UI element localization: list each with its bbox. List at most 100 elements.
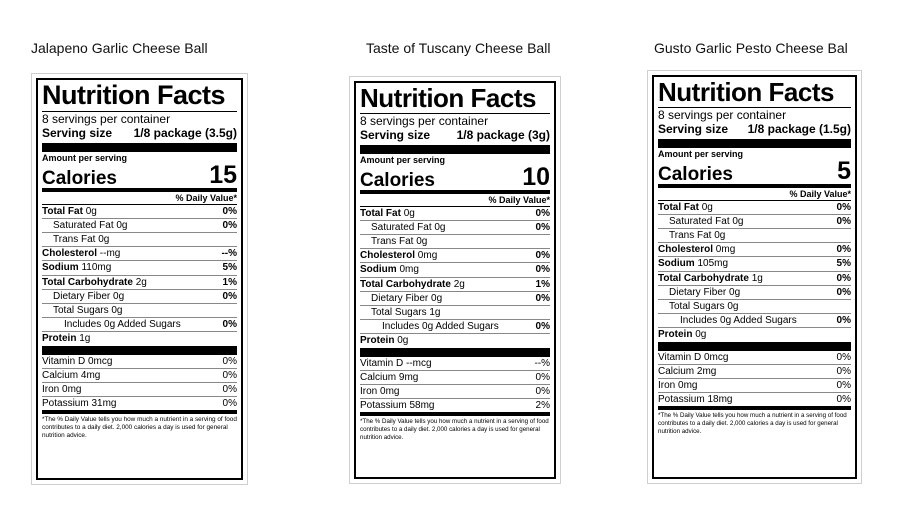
- daily-value-header: % Daily Value*: [658, 188, 851, 201]
- nutrient-label: Potassium: [658, 394, 705, 406]
- nutrient-row-saturated-fat: Saturated Fat 0g 0%: [360, 221, 550, 236]
- nutrient-dv: --%: [534, 357, 550, 369]
- calories-label: Calories: [360, 169, 435, 191]
- nutrient-label: Trans Fat: [669, 230, 712, 242]
- nutrient-amount: 110mg: [81, 262, 112, 274]
- calories-label: Calories: [42, 167, 117, 189]
- calories-value: 5: [837, 156, 851, 185]
- nutrient-amount: 1g: [751, 272, 763, 284]
- nutrient-dv: 0%: [836, 286, 851, 298]
- nutrient-amount: 31mg: [91, 398, 117, 410]
- nutrition-facts-heading: Nutrition Facts: [360, 85, 550, 114]
- nutrient-row-calcium: Calcium 4mg 0%: [42, 369, 237, 383]
- nutrient-label: Saturated Fat: [669, 215, 730, 227]
- nutrient-label: Dietary Fiber: [669, 286, 727, 298]
- nutrition-label: Nutrition Facts 8 servings per container…: [349, 76, 561, 484]
- nutrient-label: Vitamin D: [658, 351, 702, 363]
- nutrient-label: Total Fat: [658, 201, 699, 213]
- medium-divider: [658, 406, 851, 411]
- nutrient-label: Total Carbohydrate: [360, 278, 451, 290]
- nutrient-label: Includes 0g Added Sugars: [382, 321, 499, 333]
- product-title: Taste of Tuscany Cheese Ball: [366, 40, 551, 56]
- thick-divider: [360, 144, 550, 154]
- nutrient-row-vitamin-d: Vitamin D 0mcg 0%: [42, 355, 237, 369]
- nutrient-row-trans-fat: Trans Fat 0g: [42, 233, 237, 248]
- nutrient-amount: 58mg: [409, 400, 435, 412]
- nutrient-label: Protein: [360, 335, 395, 347]
- daily-value-header: % Daily Value*: [42, 192, 237, 205]
- serving-size-label: Serving size: [360, 127, 431, 142]
- nutrient-dv: 2%: [535, 400, 550, 412]
- nutrient-row-added-sugars: Includes 0g Added Sugars 0%: [42, 318, 237, 333]
- medium-divider: [42, 187, 237, 192]
- nutrient-label: Includes 0g Added Sugars: [680, 315, 797, 327]
- nutrient-label: Calcium: [658, 365, 695, 377]
- nutrient-dv: 1%: [222, 276, 237, 288]
- nutrient-label: Iron: [42, 383, 60, 395]
- calories-label: Calories: [658, 163, 733, 185]
- nutrient-amount: 2g: [453, 278, 465, 290]
- nutrient-row-total-carbohydrate: Total Carbohydrate 1g 0%: [658, 272, 851, 286]
- nutrient-label: Cholesterol: [360, 250, 416, 262]
- nutrient-row-cholesterol: Cholesterol --mg --%: [42, 247, 237, 262]
- nutrient-amount: 105mg: [697, 258, 729, 270]
- serving-size-row: Serving size 1/8 package (3g): [360, 127, 550, 143]
- thick-divider: [42, 345, 237, 355]
- nutrient-amount: 0g: [85, 205, 97, 217]
- nutrient-row-protein: Protein 0g: [658, 328, 851, 341]
- nutrient-row-vitamin-d: Vitamin D 0mcg 0%: [658, 351, 851, 365]
- nutrient-amount: 0g: [111, 305, 123, 317]
- nutrient-dv: 0%: [836, 351, 851, 363]
- nutrient-row-potassium: Potassium 31mg 0%: [42, 397, 237, 410]
- nutrient-dv: 0%: [535, 250, 550, 262]
- serving-size-row: Serving size 1/8 package (3.5g): [42, 126, 237, 141]
- nutrient-amount: 0g: [113, 290, 125, 302]
- nutrient-row-protein: Protein 0g: [360, 334, 550, 347]
- calories-row: Calories 15: [42, 160, 237, 189]
- nutrient-amount: 2mg: [696, 365, 717, 377]
- nutrient-dv: 5%: [836, 258, 851, 270]
- calories-value: 10: [522, 162, 550, 191]
- nutrient-amount: 0g: [397, 335, 409, 347]
- nutrient-dv: 0%: [222, 355, 237, 367]
- nutrient-amount: 0mg: [62, 383, 82, 395]
- serving-size-label: Serving size: [658, 121, 729, 136]
- nutrient-row-calcium: Calcium 9mg 0%: [360, 371, 550, 385]
- nutrient-row-saturated-fat: Saturated Fat 0g 0%: [658, 215, 851, 230]
- daily-value-footnote: *The % Daily Value tells you how much a …: [658, 412, 847, 435]
- nutrient-label: Calcium: [360, 371, 397, 383]
- nutrient-amount: 0g: [727, 301, 739, 313]
- nutrient-row-total-fat: Total Fat 0g 0%: [42, 205, 237, 219]
- amount-per-serving: Amount per serving: [658, 148, 744, 159]
- nutrient-row-dietary-fiber: Dietary Fiber 0g 0%: [42, 290, 237, 305]
- nutrient-dv: 0%: [836, 201, 851, 213]
- nutrient-label: Potassium: [42, 398, 89, 410]
- amount-per-serving: Amount per serving: [360, 154, 446, 165]
- calories-value: 15: [209, 160, 237, 189]
- nutrient-amount: 0mcg: [87, 355, 113, 367]
- daily-value-header: % Daily Value*: [360, 194, 550, 207]
- nutrient-amount: --mg: [99, 248, 121, 260]
- nutrient-label: Total Carbohydrate: [658, 272, 749, 284]
- nutrient-amount: 18mg: [707, 394, 733, 406]
- nutrient-row-trans-fat: Trans Fat 0g: [658, 229, 851, 244]
- nutrient-dv: 0%: [535, 221, 550, 233]
- nutrient-label: Trans Fat: [53, 234, 96, 246]
- nutrient-label: Total Sugars: [669, 301, 725, 313]
- nutrient-dv: 0%: [535, 321, 550, 333]
- nutrient-amount: 4mg: [80, 369, 101, 381]
- nutrient-dv: 0%: [535, 371, 550, 383]
- amount-per-serving: Amount per serving: [42, 152, 128, 163]
- nutrient-row-potassium: Potassium 58mg 2%: [360, 399, 550, 412]
- nutrient-amount: 0g: [116, 219, 128, 231]
- nutrient-dv: 0%: [222, 383, 237, 395]
- nutrient-label: Iron: [658, 379, 676, 391]
- nutrient-row-dietary-fiber: Dietary Fiber 0g 0%: [360, 292, 550, 307]
- nutrient-label: Calcium: [42, 369, 79, 381]
- daily-value-footnote: *The % Daily Value tells you how much a …: [360, 418, 549, 441]
- nutrition-facts-heading: Nutrition Facts: [42, 82, 237, 112]
- nutrient-label: Vitamin D: [42, 355, 86, 367]
- nutrient-amount: 0mg: [417, 250, 438, 262]
- nutrient-label: Total Fat: [42, 205, 83, 217]
- nutrient-label: Protein: [42, 333, 77, 345]
